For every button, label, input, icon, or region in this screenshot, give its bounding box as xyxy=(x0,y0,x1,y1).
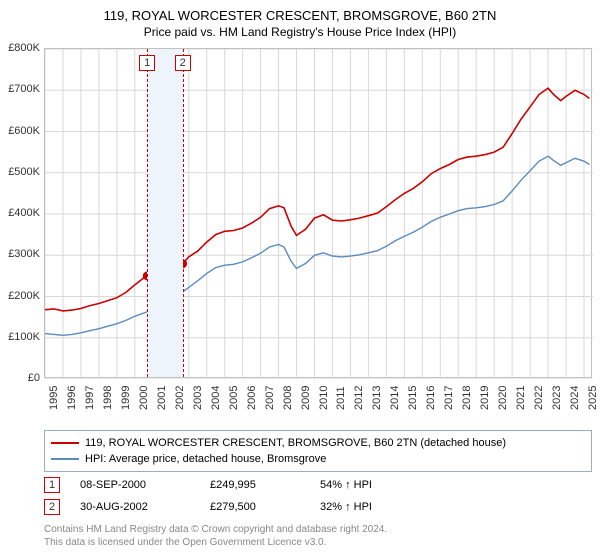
footer-line: Contains HM Land Registry data © Crown c… xyxy=(44,524,592,537)
y-tick-label: £300K xyxy=(0,248,40,260)
footer: Contains HM Land Registry data © Crown c… xyxy=(44,524,592,549)
x-tick-label: 2022 xyxy=(533,386,545,410)
y-tick-label: £800K xyxy=(0,42,40,54)
event-price: £249,995 xyxy=(210,479,320,491)
y-tick-label: £200K xyxy=(0,290,40,302)
event-diff: 32% ↑ HPI xyxy=(320,501,430,513)
legend-swatch xyxy=(51,458,79,460)
x-tick-label: 1999 xyxy=(120,386,132,410)
x-tick-label: 2011 xyxy=(335,386,347,410)
x-tick-label: 1998 xyxy=(102,386,114,410)
x-tick-label: 2015 xyxy=(407,386,419,410)
footer-line: This data is licensed under the Open Gov… xyxy=(44,537,592,550)
x-tick-label: 2007 xyxy=(264,386,276,410)
x-tick-label: 2008 xyxy=(282,386,294,410)
events-table: 1 08-SEP-2000 £249,995 54% ↑ HPI 2 30-AU… xyxy=(44,474,592,518)
x-tick-label: 1995 xyxy=(48,386,60,410)
legend-swatch xyxy=(51,442,79,444)
x-tick-label: 2018 xyxy=(461,386,473,410)
event-line xyxy=(183,49,184,377)
page-subtitle: Price paid vs. HM Land Registry's House … xyxy=(0,25,600,39)
x-tick-label: 2010 xyxy=(318,386,330,410)
x-tick-label: 1997 xyxy=(84,386,96,410)
x-tick-label: 2023 xyxy=(551,386,563,410)
x-tick-label: 2017 xyxy=(443,386,455,410)
x-tick-label: 2002 xyxy=(174,386,186,410)
x-tick-label: 2025 xyxy=(587,386,599,410)
y-tick-label: £100K xyxy=(0,331,40,343)
event-badge: 1 xyxy=(139,55,155,71)
x-tick-label: 2013 xyxy=(371,386,383,410)
x-tick-label: 2019 xyxy=(479,386,491,410)
event-diff: 54% ↑ HPI xyxy=(320,479,430,491)
x-tick-label: 2014 xyxy=(389,386,401,410)
legend-label: 119, ROYAL WORCESTER CRESCENT, BROMSGROV… xyxy=(85,437,506,449)
x-tick-label: 1996 xyxy=(66,386,78,410)
x-tick-label: 2024 xyxy=(569,386,581,410)
y-tick-label: £400K xyxy=(0,207,40,219)
event-band xyxy=(147,49,182,377)
y-tick-label: £600K xyxy=(0,125,40,137)
y-tick-label: £700K xyxy=(0,83,40,95)
x-tick-label: 2012 xyxy=(353,386,365,410)
x-tick-label: 2020 xyxy=(497,386,509,410)
x-tick-label: 2001 xyxy=(156,386,168,410)
x-tick-label: 2006 xyxy=(246,386,258,410)
legend: 119, ROYAL WORCESTER CRESCENT, BROMSGROV… xyxy=(44,430,592,472)
y-tick-label: £0 xyxy=(0,372,40,384)
x-tick-label: 2005 xyxy=(228,386,240,410)
event-line xyxy=(147,49,148,377)
x-tick-label: 2021 xyxy=(515,386,527,410)
event-row: 2 30-AUG-2002 £279,500 32% ↑ HPI xyxy=(44,496,592,518)
event-date: 08-SEP-2000 xyxy=(80,479,210,491)
event-badge-1: 1 xyxy=(44,477,60,493)
legend-label: HPI: Average price, detached house, Brom… xyxy=(85,453,326,465)
x-tick-label: 2004 xyxy=(210,386,222,410)
chart-svg xyxy=(45,49,593,379)
legend-item-hpi: HPI: Average price, detached house, Brom… xyxy=(51,451,585,467)
x-tick-label: 2003 xyxy=(192,386,204,410)
event-badge-2: 2 xyxy=(44,499,60,515)
x-tick-label: 2000 xyxy=(138,386,150,410)
event-badge: 2 xyxy=(175,55,191,71)
y-tick-label: £500K xyxy=(0,166,40,178)
event-date: 30-AUG-2002 xyxy=(80,501,210,513)
page-title: 119, ROYAL WORCESTER CRESCENT, BROMSGROV… xyxy=(0,8,600,23)
x-tick-label: 2016 xyxy=(425,386,437,410)
x-tick-label: 2009 xyxy=(300,386,312,410)
event-price: £279,500 xyxy=(210,501,320,513)
legend-item-property: 119, ROYAL WORCESTER CRESCENT, BROMSGROV… xyxy=(51,435,585,451)
event-row: 1 08-SEP-2000 £249,995 54% ↑ HPI xyxy=(44,474,592,496)
price-chart: 12 xyxy=(44,48,592,378)
